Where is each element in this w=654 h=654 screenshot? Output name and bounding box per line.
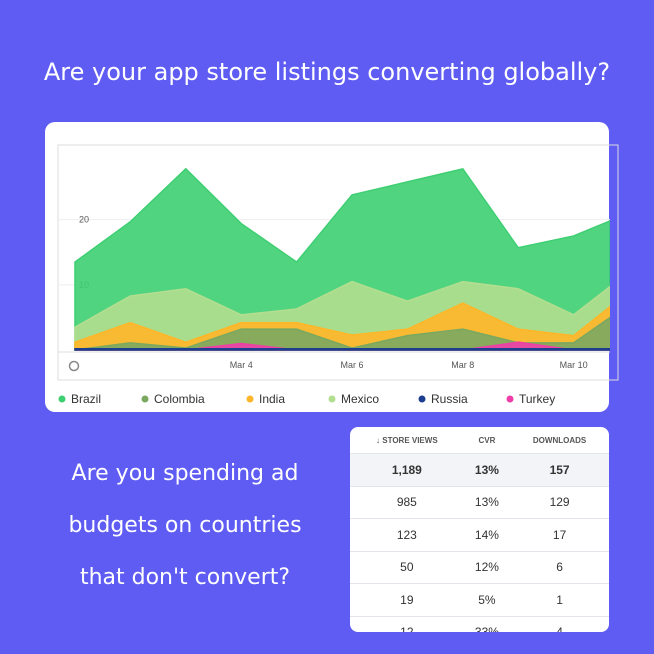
table-cell: 157: [510, 453, 609, 486]
legend-label: Mexico: [341, 392, 379, 406]
table-cell: 1: [510, 583, 609, 616]
subheadline: budgets on countries: [68, 513, 301, 538]
table-cell: 17: [510, 518, 609, 551]
table-row: 1,189 13% 157: [350, 453, 609, 486]
table-row: 19 5% 1: [350, 583, 609, 616]
table-cell: 1,189: [350, 453, 464, 486]
table-cell: 50: [350, 550, 464, 584]
x-tick-label: Mar 4: [230, 360, 253, 370]
zoom-icon[interactable]: [68, 360, 80, 372]
column-header: ↓ STORE VIEWS: [376, 435, 438, 445]
x-tick-label: Mar 6: [340, 360, 363, 370]
table-cell: 6: [510, 550, 609, 584]
legend-marker: [418, 395, 426, 403]
plot-area: [74, 167, 610, 351]
table: ↓ STORE VIEWS CVR DOWNLOADS 1,189 13% 157 985 1…: [350, 427, 609, 632]
table-cell: 4: [510, 615, 609, 632]
table-cell: 5%: [463, 583, 511, 616]
table-row: 985 13% 129: [350, 485, 609, 519]
subheadline: Are you spending ad: [72, 461, 299, 486]
legend-label: Russia: [431, 392, 468, 406]
table-row: 50 12% 6: [350, 550, 609, 584]
legend-label: Brazil: [71, 392, 101, 406]
headline: Are your app store listings converting g…: [44, 58, 610, 86]
table-cell: 12: [350, 615, 464, 632]
column-header: DOWNLOADS: [532, 435, 587, 445]
table-cell: 985: [350, 485, 464, 519]
column-header: CVR: [478, 435, 496, 445]
table-cell: 12%: [463, 550, 511, 584]
subheadline: that don't convert?: [80, 565, 290, 590]
x-tick-label: Mar 10: [560, 360, 588, 370]
table-card: ↓ STORE VIEWS CVR DOWNLOADS 1,189 13% 157 985 1…: [350, 427, 609, 632]
table-row: 1233%4: [350, 615, 609, 632]
table-cell: 123: [350, 518, 464, 551]
table-cell: 13%: [463, 485, 511, 519]
plot-frame: [57, 144, 619, 381]
table-cell: 13%: [463, 453, 511, 486]
area: [74, 347, 610, 351]
table-cell: 33%: [463, 615, 511, 632]
table-row: 123 14% 17: [350, 518, 609, 551]
table-cell: 14%: [463, 518, 511, 551]
legend-marker: [246, 395, 254, 403]
legend-marker: [506, 395, 514, 403]
x-tick-label: Mar 8: [451, 360, 474, 370]
legend-label: Turkey: [519, 392, 555, 406]
legend-label: India: [259, 392, 285, 406]
legend-marker: [141, 395, 149, 403]
legend-marker: [328, 395, 336, 403]
legend-label: Colombia: [154, 392, 205, 406]
y-tick-label: 20: [79, 215, 89, 225]
table-cell: 129: [510, 485, 609, 519]
table-cell: 19: [350, 583, 464, 616]
legend-marker: [58, 395, 66, 403]
